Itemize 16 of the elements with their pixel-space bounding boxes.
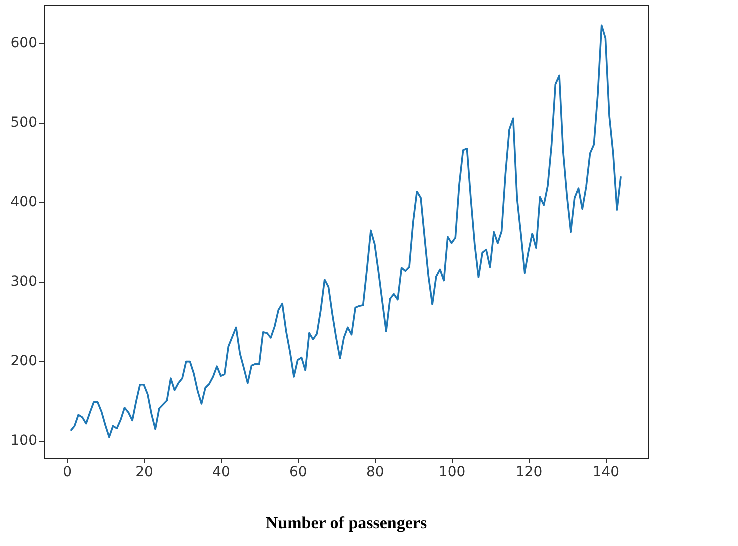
y-tick-label: 200 (10, 354, 38, 370)
x-tick-label: 120 (516, 464, 543, 480)
y-tick-label: 100 (10, 433, 38, 450)
y-tick-label: 400 (10, 194, 38, 211)
y-tick-label: 500 (10, 115, 38, 132)
x-tick-label: 80 (366, 464, 384, 480)
y-tick-label: 300 (10, 274, 38, 290)
x-axis-title: Number of passengers (266, 514, 428, 532)
x-tick-label: 0 (63, 464, 72, 480)
x-tick-label: 140 (592, 464, 620, 480)
x-tick-label: 100 (438, 464, 466, 480)
x-tick-label: 60 (289, 464, 308, 480)
y-tick-label: 600 (10, 36, 38, 52)
line-series (70, 24, 622, 438)
x-tick-label: 20 (136, 464, 154, 480)
x-tick-label: 40 (212, 464, 230, 480)
